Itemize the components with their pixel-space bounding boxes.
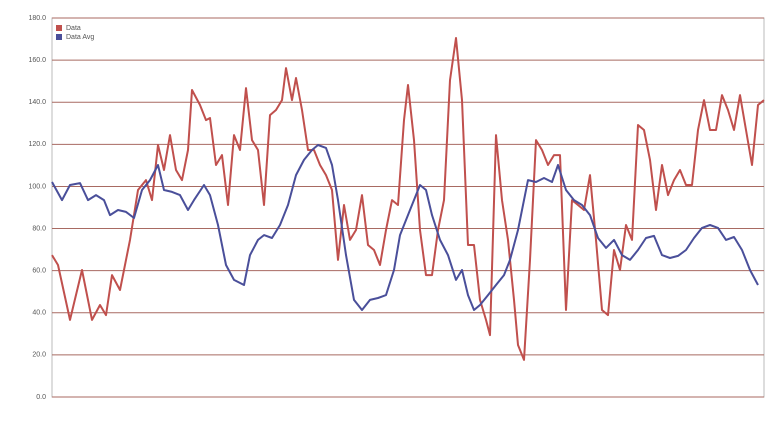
y-tick-label: 180.0 [28, 15, 46, 22]
y-tick-label: 40.0 [32, 310, 46, 317]
y-tick-label: 20.0 [32, 352, 46, 359]
legend-swatch [56, 25, 62, 31]
y-tick-label: 0.0 [36, 394, 46, 401]
y-tick-label: 160.0 [28, 57, 46, 64]
plot-area [51, 17, 765, 398]
y-tick-label: 140.0 [28, 99, 46, 106]
line-series [51, 37, 765, 361]
y-tick-label: 100.0 [28, 183, 46, 190]
y-tick-label: 60.0 [32, 268, 46, 275]
y-tick-label: 120.0 [28, 141, 46, 148]
legend-label: Data [66, 25, 81, 32]
line-series [51, 144, 759, 311]
y-tick-label: 80.0 [32, 225, 46, 232]
legend-swatch [56, 34, 62, 40]
legend-label: Data Avg [66, 34, 94, 41]
